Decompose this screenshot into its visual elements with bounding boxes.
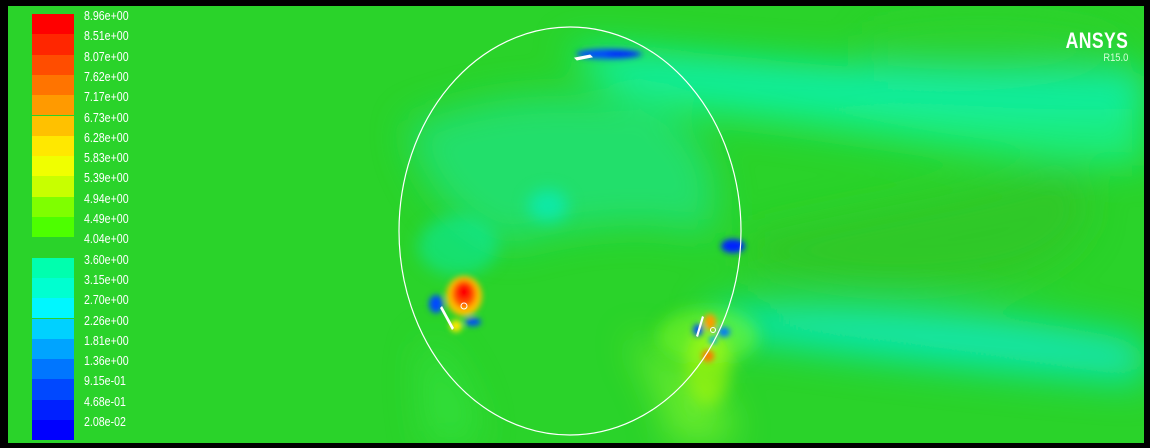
legend-swatch [32, 298, 74, 319]
legend-swatch [32, 176, 74, 197]
legend-tick-label: 4.94e+00 [84, 191, 129, 206]
legend-tick-label: 3.15e+00 [84, 272, 129, 287]
legend-tick-label: 9.15e-01 [84, 374, 126, 389]
legend-swatch [32, 156, 74, 177]
legend-tick-label: 5.39e+00 [84, 171, 129, 186]
legend-tick-label: 7.17e+00 [84, 90, 129, 105]
legend-tick-label: 2.70e+00 [84, 293, 129, 308]
legend-swatch [32, 115, 74, 136]
legend-swatch [32, 277, 74, 299]
blade-disturbances [418, 190, 758, 406]
legend-tick-label: 4.04e+00 [84, 232, 129, 247]
legend-tick-label: 4.49e+00 [84, 212, 129, 226]
logo-version: R15.0 [1103, 52, 1128, 64]
legend-tick-label: 7.62e+00 [84, 69, 129, 84]
legend-swatch [32, 379, 74, 400]
ansys-logo: ANSYS R15.0 [1050, 28, 1128, 64]
legend-swatch [32, 34, 74, 55]
legend-tick-label: 4.68e-01 [84, 394, 126, 409]
legend-tick-label: 8.07e+00 [84, 49, 129, 64]
contour-plot-area[interactable]: ANSYS R15.0 [8, 6, 1144, 443]
legend-swatch [32, 14, 74, 35]
legend-swatch [32, 196, 74, 217]
legend-swatch [32, 135, 74, 157]
legend-swatch [32, 318, 74, 339]
legend-swatch [32, 359, 74, 380]
legend-swatch [32, 95, 74, 116]
contour-field [398, 25, 1144, 443]
legend-tick-label: 6.28e+00 [84, 130, 129, 145]
legend-tick-label: 3.60e+00 [84, 252, 129, 267]
blade-profiles [440, 54, 716, 337]
legend-tick-label: 2.08e-02 [84, 415, 126, 429]
legend-tick-label: 8.96e+00 [84, 9, 129, 23]
legend-tick-label: 1.81e+00 [84, 333, 129, 348]
legend-tick-label: 5.83e+00 [84, 151, 129, 166]
legend-tick-label: 1.36e+00 [84, 354, 129, 369]
logo-brand: ANSYS [1065, 28, 1128, 53]
legend-swatch [32, 338, 74, 360]
blade-hotspots [429, 49, 745, 362]
legend-swatch [32, 217, 74, 238]
legend-swatch [32, 257, 74, 278]
legend-swatch [32, 74, 74, 96]
legend-swatch [32, 420, 74, 441]
legend-swatch [32, 54, 74, 75]
colormap-legend: 8.96e+00 8.51e+00 8.07e+00 7.62e+00 7.17e+00… [22, 9, 162, 441]
legend-tick-label: 2.26e+00 [84, 313, 129, 328]
legend-tick-label: 6.73e+00 [84, 110, 129, 125]
legend-swatch [32, 237, 74, 258]
wake-regions [408, 25, 1144, 443]
legend-tick-label: 8.51e+00 [84, 29, 129, 44]
rotor-boundary-circle [398, 26, 742, 436]
legend-swatch [32, 399, 74, 420]
